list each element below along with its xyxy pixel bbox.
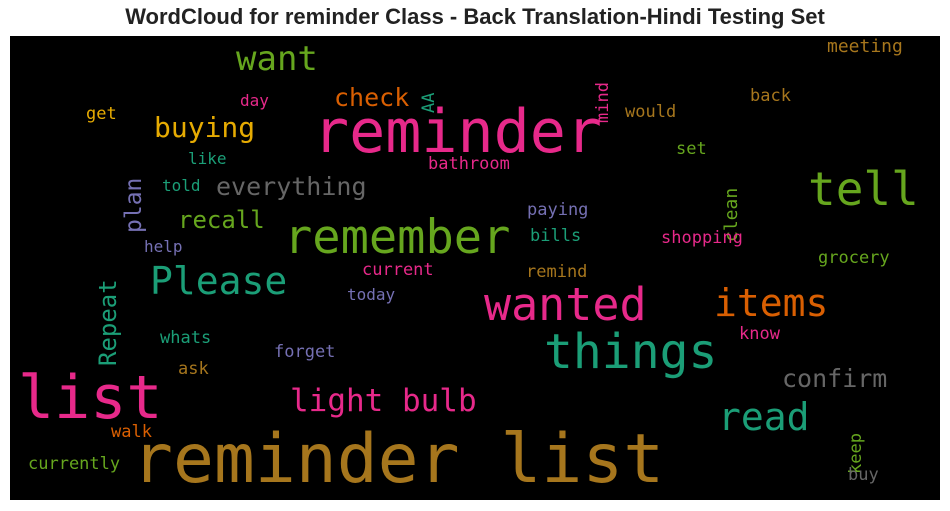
word-light-bulb: light bulb [290, 383, 477, 419]
word-reminder: reminder [313, 97, 602, 167]
word-would: would [625, 102, 677, 122]
word-buying: buying [154, 111, 256, 144]
word-list: list [18, 363, 163, 433]
word-know: know [739, 324, 780, 344]
word-current: current [362, 260, 434, 280]
word-read: read [718, 395, 810, 439]
word-remember: remember [284, 210, 511, 265]
word-bills: bills [530, 226, 582, 246]
wordcloud-canvas: reminder list reminder list things remember t… [10, 36, 940, 500]
word-get: get [86, 104, 117, 124]
word-items: items [714, 281, 829, 325]
word-whats: whats [160, 328, 212, 348]
word-walk: walk [111, 422, 152, 442]
word-wanted: wanted [484, 278, 647, 331]
word-back: back [750, 86, 791, 106]
word-tell: tell [808, 162, 919, 216]
word-everything: everything [216, 172, 367, 201]
word-mind: mind [593, 81, 613, 123]
word-want: want [236, 39, 318, 79]
word-aa: AA [419, 92, 439, 114]
word-grocery: grocery [818, 248, 890, 268]
word-repeat: Repeat [94, 279, 122, 367]
word-shopping: shopping [661, 228, 743, 248]
word-buy: buy [848, 465, 879, 485]
word-help: help [144, 237, 183, 256]
word-meeting: meeting [827, 36, 903, 57]
word-forget: forget [274, 342, 336, 362]
word-confirm: confirm [782, 364, 888, 393]
word-check: check [334, 83, 410, 112]
word-set: set [676, 139, 707, 159]
chart-title: WordCloud for reminder Class - Back Tran… [125, 4, 825, 29]
word-reminder-list: reminder list [132, 420, 665, 499]
word-recall: recall [178, 206, 265, 234]
word-plan: plan [121, 177, 147, 234]
word-ask: ask [178, 359, 209, 379]
word-today: today [347, 285, 396, 304]
word-bathroom: bathroom [428, 154, 510, 174]
word-things: things [544, 324, 718, 380]
word-like: like [188, 149, 227, 168]
word-told: told [162, 176, 201, 195]
word-day: day [240, 91, 269, 110]
word-please: Please [150, 259, 288, 303]
word-paying: paying [527, 200, 589, 220]
word-remind: remind [526, 262, 588, 282]
word-currently: currently [28, 454, 121, 474]
